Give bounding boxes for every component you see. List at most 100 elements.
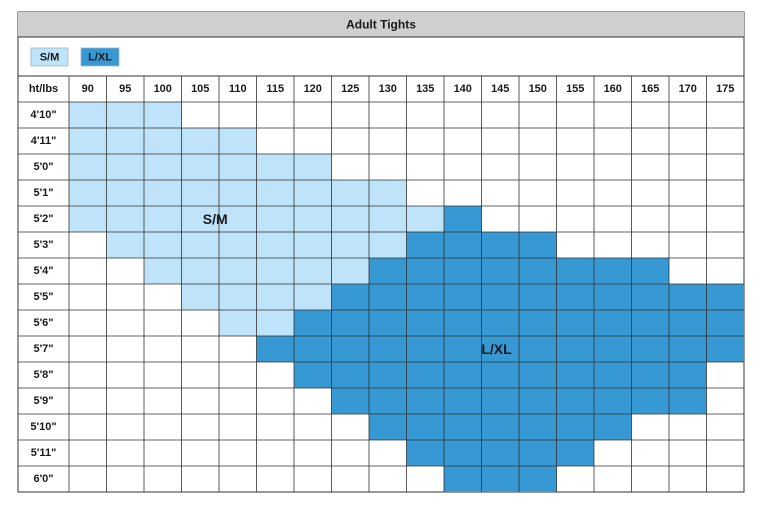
height-label: 5'3" — [33, 239, 53, 251]
cell-5-11-150-L — [519, 440, 557, 466]
cell-5-3-115-S — [256, 232, 294, 258]
cell-5-6-155-L — [556, 310, 594, 336]
weight-label-105: 105 — [191, 83, 209, 95]
cell-5-5-120-S — [294, 284, 332, 310]
cell-5-3-100-S — [144, 232, 182, 258]
height-label: 5'5" — [33, 291, 53, 303]
area-label-s-m: S/M — [203, 211, 228, 227]
cell-5-4-120-S — [294, 258, 332, 284]
cell-5-8-165-L — [631, 362, 669, 388]
cell-5-7-150-L — [519, 336, 557, 362]
cell-4-11-95-S — [106, 128, 144, 154]
height-label: 5'0" — [33, 161, 53, 173]
weight-label-120: 120 — [304, 83, 322, 95]
cell-5-9-165-L — [631, 388, 669, 414]
cell-4-11-110-S — [219, 128, 257, 154]
cell-5-8-150-L — [519, 362, 557, 388]
cell-5-1-90-S — [69, 180, 107, 206]
cell-5-5-115-S — [256, 284, 294, 310]
cell-5-1-95-S — [106, 180, 144, 206]
cell-5-7-155-L — [556, 336, 594, 362]
grid-lines — [18, 36, 744, 492]
cell-5-6-175-L — [706, 310, 744, 336]
height-label: 5'7" — [33, 343, 53, 355]
area-label-l-xl: L/XL — [481, 341, 512, 357]
cell-5-5-125-L — [331, 284, 369, 310]
cell-5-3-150-L — [519, 232, 557, 258]
cell-5-4-155-L — [556, 258, 594, 284]
height-label: 5'11" — [31, 447, 57, 459]
height-label: 5'1" — [33, 187, 53, 199]
cell-5-7-145-L — [481, 336, 519, 362]
chart-title: Adult Tights — [346, 18, 416, 32]
cell-4-11-90-S — [69, 128, 107, 154]
cell-5-6-110-S — [219, 310, 257, 336]
cell-5-9-130-L — [369, 388, 407, 414]
cell-5-9-140-L — [444, 388, 482, 414]
cell-5-10-130-L — [369, 414, 407, 440]
cell-5-10-155-L — [556, 414, 594, 440]
cell-5-1-110-S — [219, 180, 257, 206]
weight-label-110: 110 — [229, 83, 247, 95]
cell-5-5-105-S — [181, 284, 219, 310]
cell-5-8-120-L — [294, 362, 332, 388]
cell-5-1-125-S — [331, 180, 369, 206]
legend-label: L/XL — [88, 52, 112, 64]
weight-label-170: 170 — [679, 83, 697, 95]
cell-5-0-105-S — [181, 154, 219, 180]
cell-5-0-100-S — [144, 154, 182, 180]
cell-6-0-145-L — [481, 466, 519, 492]
cell-5-2-90-S — [69, 206, 107, 232]
cell-5-4-150-L — [519, 258, 557, 284]
cell-4-10-100-S — [144, 102, 182, 128]
cell-5-7-140-L — [444, 336, 482, 362]
height-label: 5'6" — [33, 317, 53, 329]
height-label: 5'9" — [33, 395, 53, 407]
cell-5-8-160-L — [594, 362, 632, 388]
cell-5-2-110-S — [219, 206, 257, 232]
cell-5-4-160-L — [594, 258, 632, 284]
cell-5-4-165-L — [631, 258, 669, 284]
cell-5-1-100-S — [144, 180, 182, 206]
cell-5-7-125-L — [331, 336, 369, 362]
weight-label-155: 155 — [566, 83, 584, 95]
cell-5-3-105-S — [181, 232, 219, 258]
cell-5-7-120-L — [294, 336, 332, 362]
legend-swatch-l-xl — [80, 47, 120, 67]
cell-5-4-100-S — [144, 258, 182, 284]
weight-label-160: 160 — [604, 83, 622, 95]
cell-5-11-155-L — [556, 440, 594, 466]
weight-label-95: 95 — [119, 83, 131, 95]
weight-label-125: 125 — [341, 83, 359, 95]
cell-5-9-125-L — [331, 388, 369, 414]
cell-5-11-145-L — [481, 440, 519, 466]
cell-5-5-145-L — [481, 284, 519, 310]
cell-5-2-120-S — [294, 206, 332, 232]
cell-5-11-135-L — [406, 440, 444, 466]
cell-5-2-100-S — [144, 206, 182, 232]
cell-5-9-145-L — [481, 388, 519, 414]
cell-5-2-115-S — [256, 206, 294, 232]
cell-5-7-165-L — [631, 336, 669, 362]
cell-5-0-120-S — [294, 154, 332, 180]
weight-label-175: 175 — [716, 83, 734, 95]
cell-5-8-125-L — [331, 362, 369, 388]
cell-5-2-140-L — [444, 206, 482, 232]
cell-5-5-165-L — [631, 284, 669, 310]
cell-5-6-135-L — [406, 310, 444, 336]
weight-label-150: 150 — [529, 83, 547, 95]
cell-5-8-130-L — [369, 362, 407, 388]
cell-5-6-145-L — [481, 310, 519, 336]
cell-5-5-130-L — [369, 284, 407, 310]
cell-5-0-90-S — [69, 154, 107, 180]
cell-5-8-155-L — [556, 362, 594, 388]
height-label: 4'10" — [30, 109, 56, 121]
cell-5-4-135-L — [406, 258, 444, 284]
cell-5-6-115-S — [256, 310, 294, 336]
cell-5-7-170-L — [669, 336, 707, 362]
cell-5-8-140-L — [444, 362, 482, 388]
cell-5-4-145-L — [481, 258, 519, 284]
cell-5-5-140-L — [444, 284, 482, 310]
cell-5-5-110-S — [219, 284, 257, 310]
cell-5-4-110-S — [219, 258, 257, 284]
